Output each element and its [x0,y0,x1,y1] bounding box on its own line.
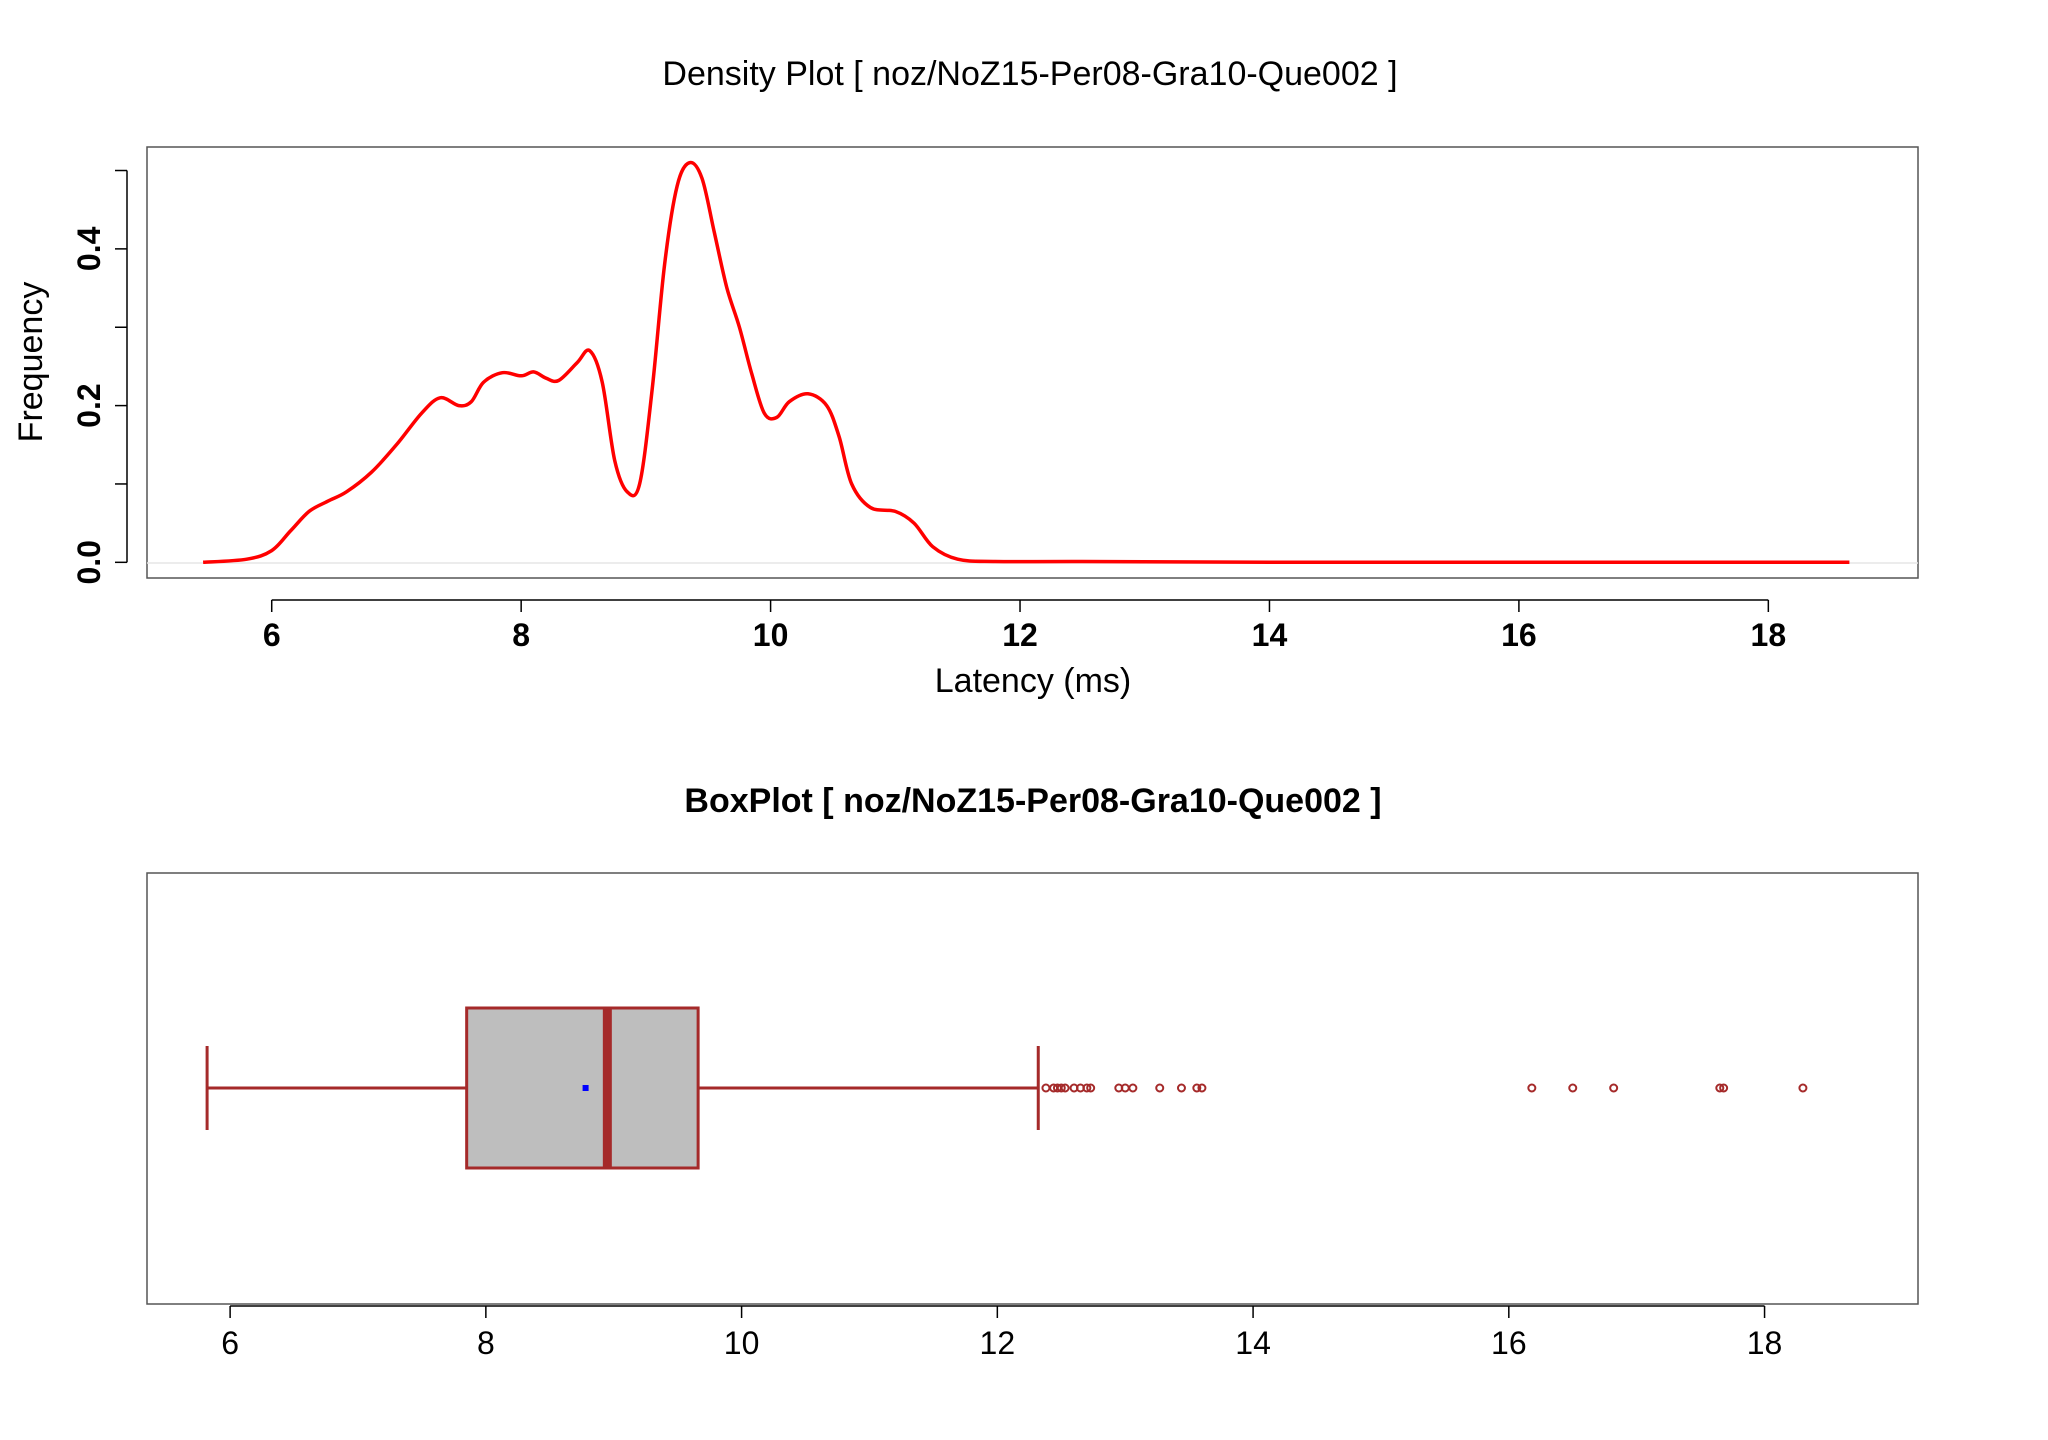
density-y-axis: 0.0 0.2 0.4 [71,169,128,585]
box-marks [205,1006,1808,1170]
density-x-axis-label: Latency (ms) [935,662,1132,700]
box-title: BoxPlot [ noz/NoZ15-Per08-Gra10-Que002 ] [684,782,1381,820]
box-panel: BoxPlot [ noz/NoZ15-Per08-Gra10-Que002 ]… [146,782,1919,1361]
outlier-point [1568,1083,1578,1093]
density-plot-frame [146,146,1919,579]
outlier-point [1719,1083,1729,1093]
outlier-point [1041,1083,1051,1093]
box-x-tick-label: 6 [221,1325,239,1361]
density-y-tick-label: 0.0 [71,540,107,584]
outlier-point [1715,1083,1725,1093]
box-x-tick-label: 16 [1491,1325,1527,1361]
density-y-tick-label: 0.2 [71,383,107,427]
box-x-tick-label: 18 [1747,1325,1783,1361]
density-x-tick-label: 8 [512,617,530,653]
outlier-point [1056,1083,1066,1093]
outlier-point [1082,1083,1092,1093]
density-y-axis-label: Frequency [12,282,50,443]
outlier-point [1527,1083,1537,1093]
box-x-tick-label: 10 [724,1325,760,1361]
iqr-box [465,1006,700,1170]
box-x-tick-label: 8 [477,1325,495,1361]
density-x-tick-label: 16 [1501,617,1537,653]
outlier-point [1128,1083,1138,1093]
density-x-tick-label: 18 [1751,617,1787,653]
outlier-point [1798,1083,1808,1093]
box-x-tick-label: 12 [980,1325,1016,1361]
density-x-tick-label: 14 [1252,617,1288,653]
outlier-point [1176,1083,1186,1093]
box-plot-frame [146,872,1919,1305]
box-x-axis: 6 8 10 12 14 16 18 [221,1305,1783,1361]
outlier-point [1086,1083,1096,1093]
density-x-axis: 6 8 10 12 14 16 18 [263,599,1787,653]
density-y-tick-label: 0.4 [71,226,107,271]
mean-marker [582,1085,589,1091]
outlier-point [1197,1083,1207,1093]
density-x-tick-label: 10 [753,617,789,653]
outlier-point [1060,1083,1070,1093]
density-x-tick-label: 6 [263,617,281,653]
outlier-point [1609,1083,1619,1093]
density-title: Density Plot [ noz/NoZ15-Per08-Gra10-Que… [662,55,1397,93]
density-panel: Density Plot [ noz/NoZ15-Per08-Gra10-Que… [12,55,1919,700]
box-x-tick-label: 14 [1235,1325,1271,1361]
density-x-tick-label: 12 [1002,617,1038,653]
density-curve [202,160,1850,565]
outlier-point [1192,1083,1202,1093]
outlier-point [1155,1083,1165,1093]
